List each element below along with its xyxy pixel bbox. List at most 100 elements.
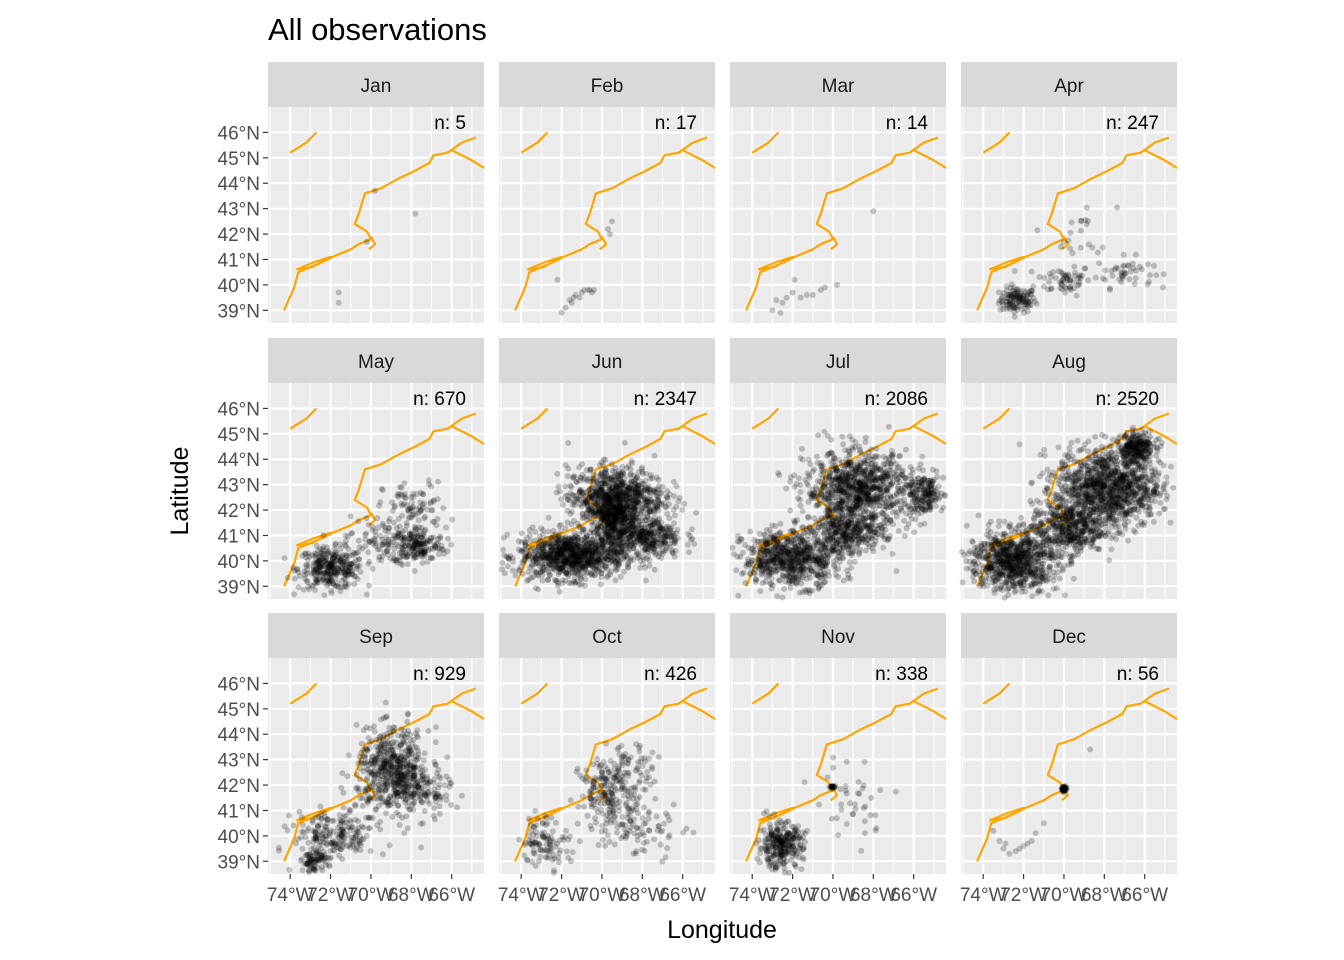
observation-point bbox=[414, 551, 421, 558]
observation-point bbox=[607, 497, 614, 504]
observation-point bbox=[337, 541, 344, 548]
observation-point bbox=[1003, 295, 1010, 302]
observation-point bbox=[532, 529, 539, 535]
observation-point bbox=[1011, 313, 1018, 320]
observation-point bbox=[1083, 204, 1090, 211]
observation-point bbox=[999, 299, 1006, 306]
observation-point bbox=[610, 550, 617, 557]
observation-point bbox=[1013, 286, 1020, 293]
observation-point bbox=[1071, 285, 1078, 292]
observation-point bbox=[404, 553, 411, 560]
observation-point bbox=[1028, 268, 1035, 275]
observation-point bbox=[809, 292, 816, 298]
observation-point bbox=[651, 521, 658, 528]
observation-point bbox=[1029, 288, 1036, 294]
observation-point bbox=[407, 505, 414, 512]
observation-point bbox=[323, 555, 330, 562]
observation-point bbox=[308, 552, 315, 559]
observation-point bbox=[779, 572, 786, 579]
observation-point bbox=[326, 570, 333, 577]
observation-point bbox=[314, 576, 320, 583]
observation-point bbox=[773, 297, 780, 304]
observation-point bbox=[1028, 291, 1035, 298]
observation-point bbox=[1003, 305, 1010, 312]
observation-point bbox=[391, 545, 398, 552]
observation-point bbox=[562, 541, 569, 548]
observation-point bbox=[411, 523, 418, 530]
observation-point bbox=[418, 548, 425, 554]
coastline bbox=[1144, 149, 1178, 169]
observation-point bbox=[375, 524, 382, 531]
observation-point bbox=[543, 535, 550, 542]
observation-point bbox=[787, 584, 794, 591]
observation-point bbox=[538, 553, 545, 560]
observation-point bbox=[832, 566, 839, 573]
observation-point bbox=[1012, 300, 1019, 307]
observation-point bbox=[398, 548, 405, 555]
observation-point bbox=[1021, 295, 1027, 302]
observation-point bbox=[327, 560, 334, 567]
observation-point bbox=[329, 579, 336, 586]
observation-point bbox=[325, 567, 331, 574]
observation-point bbox=[1131, 280, 1138, 287]
observation-point bbox=[1102, 267, 1109, 274]
observation-point bbox=[343, 552, 349, 559]
observation-point bbox=[615, 498, 621, 505]
observation-point bbox=[554, 276, 561, 283]
observation-point bbox=[417, 507, 424, 514]
observation-point bbox=[553, 489, 560, 496]
observation-point bbox=[337, 559, 344, 566]
observation-point bbox=[419, 505, 426, 512]
observation-point bbox=[414, 530, 421, 537]
observation-point bbox=[1064, 277, 1071, 284]
observation-point bbox=[365, 549, 372, 556]
observation-point bbox=[311, 561, 318, 567]
observation-point bbox=[334, 550, 341, 557]
observation-point bbox=[752, 576, 759, 583]
observation-point bbox=[316, 576, 323, 583]
observation-point bbox=[418, 550, 425, 557]
observation-point bbox=[1076, 272, 1083, 279]
observation-point bbox=[737, 553, 744, 560]
observation-point bbox=[555, 580, 562, 586]
observation-point bbox=[619, 482, 626, 489]
observation-point bbox=[1024, 301, 1030, 308]
coastline bbox=[599, 512, 608, 527]
observation-point bbox=[1147, 272, 1153, 279]
observation-point bbox=[592, 556, 599, 563]
observation-point bbox=[383, 534, 390, 541]
observation-point bbox=[370, 540, 377, 547]
observation-point bbox=[406, 531, 413, 537]
observation-point bbox=[412, 527, 419, 534]
observation-point bbox=[602, 537, 609, 544]
observation-point bbox=[346, 571, 353, 578]
observation-point bbox=[414, 533, 421, 540]
observation-point bbox=[332, 583, 339, 590]
observation-point bbox=[1016, 293, 1023, 300]
observation-point bbox=[684, 541, 691, 548]
observation-point bbox=[396, 549, 403, 556]
observation-point bbox=[329, 565, 336, 572]
observation-point bbox=[571, 559, 578, 566]
observation-point bbox=[1067, 229, 1074, 236]
observation-point bbox=[343, 571, 350, 578]
observation-point bbox=[329, 555, 336, 562]
observation-point bbox=[754, 538, 761, 545]
observation-point bbox=[1021, 305, 1028, 312]
observation-point bbox=[537, 537, 544, 543]
observation-point bbox=[324, 565, 330, 572]
observation-point bbox=[318, 555, 325, 562]
observation-point bbox=[919, 453, 926, 460]
observation-point bbox=[345, 567, 352, 574]
observation-point bbox=[417, 540, 424, 547]
points bbox=[554, 218, 615, 316]
observation-point bbox=[1068, 287, 1074, 293]
observation-point bbox=[1057, 285, 1064, 292]
observation-point bbox=[449, 516, 456, 523]
observation-point bbox=[1114, 265, 1121, 272]
observation-point bbox=[552, 576, 558, 583]
observation-point bbox=[555, 532, 562, 539]
observation-point bbox=[378, 557, 385, 564]
coastline bbox=[295, 255, 332, 271]
observation-point bbox=[630, 472, 637, 479]
